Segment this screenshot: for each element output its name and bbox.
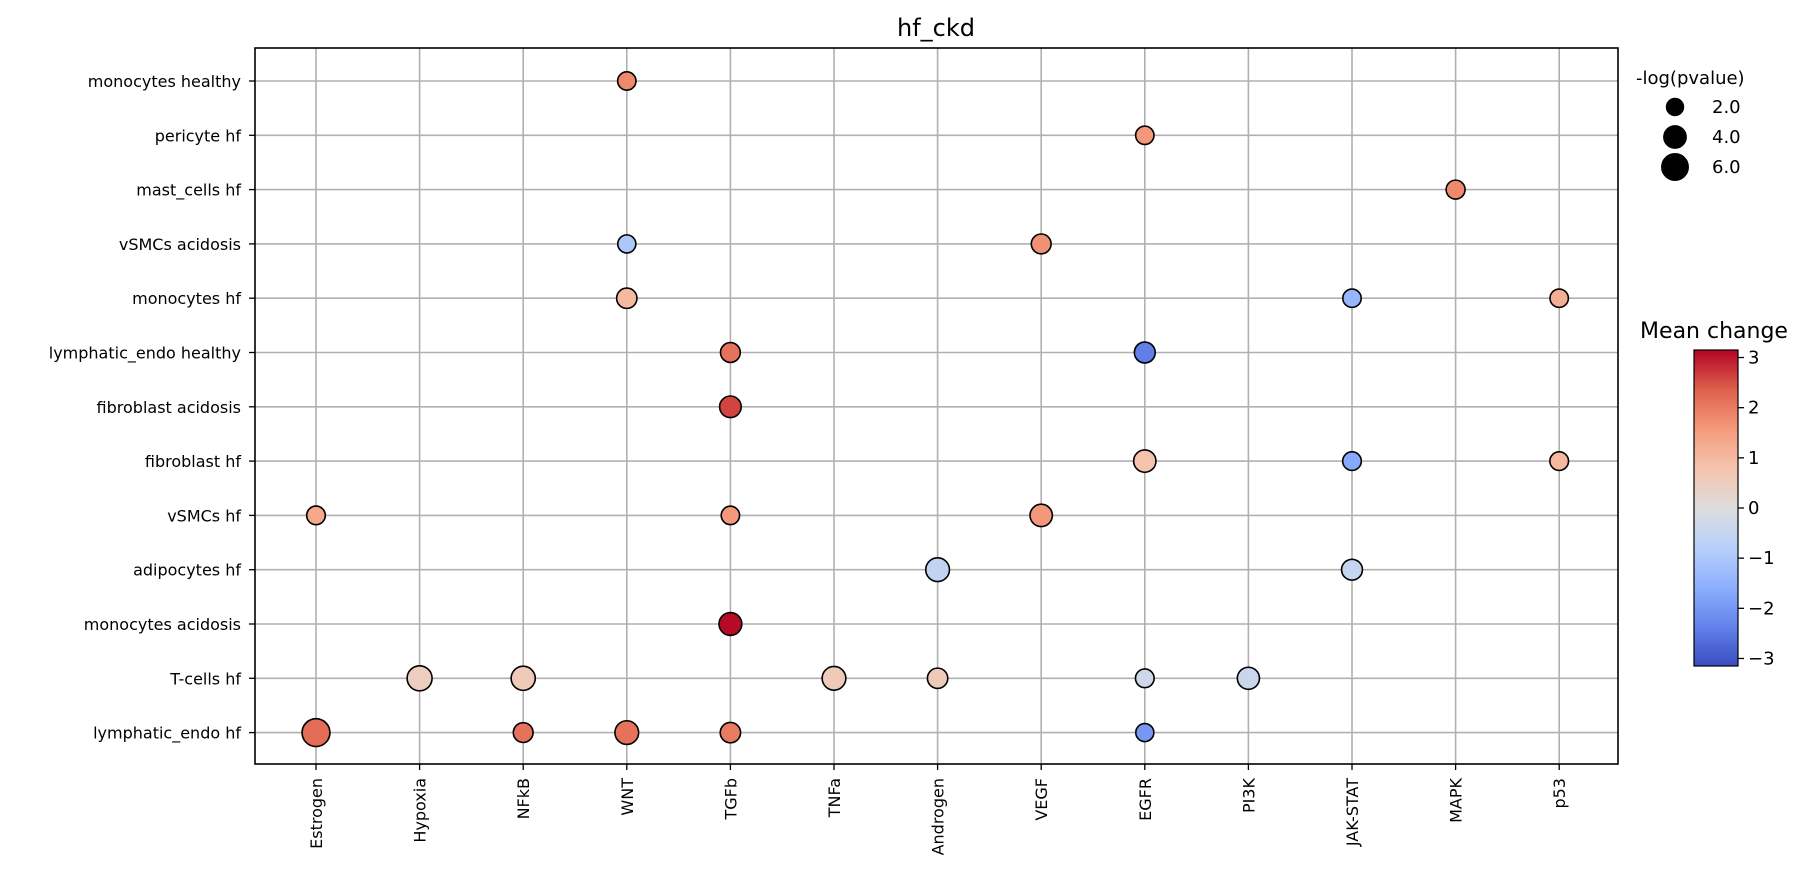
size-legend-label: 4.0 [1712,127,1741,148]
colorbar-title: Mean change [1640,319,1788,344]
data-point [1236,666,1261,691]
data-point [301,717,331,748]
x-tick-label: VEGF [1032,778,1051,821]
y-tick-label: pericyte hf [155,126,242,145]
colorbar-tick-label: −1 [1748,548,1775,569]
colorbar: Mean change 3 2 1 0 −1 −2 −3 [1640,319,1788,669]
data-point [720,505,741,526]
colorbar-tick-label: −3 [1748,648,1775,669]
data-point [1445,179,1466,200]
size-legend-marker [1665,97,1685,117]
y-tick-label: fibroblast acidosis [97,398,241,417]
data-point [718,395,743,419]
y-tick-label: lymphatic_endo hf [93,724,241,744]
data-point [924,557,951,583]
size-legend: -log(pvalue) 2.0 4.0 6.0 [1636,68,1745,181]
x-tick-label: TGFb [721,778,740,821]
y-tick-label: vSMCs acidosis [119,235,241,254]
data-point [510,665,537,692]
x-tick-label: Estrogen [307,778,326,849]
data-point [305,505,327,526]
y-tick-label: mast_cells hf [136,181,241,201]
data-point [1549,450,1570,472]
plot-area-frame [254,47,1619,765]
data-point [1134,668,1155,689]
data-point [1132,449,1157,474]
y-axis-ticks: monocytes healthy pericyte hf mast_cells h… [49,72,255,744]
data-point [1549,288,1570,309]
y-tick-label: monocytes healthy [88,72,241,91]
data-point [719,341,742,364]
x-tick-label: NFkB [514,778,533,819]
x-tick-label: EGFR [1136,778,1155,821]
colorbar-tick-label: 0 [1748,498,1759,519]
x-tick-label: MAPK [1447,777,1466,822]
data-point [1342,288,1362,309]
y-tick-label: lymphatic_endo healthy [49,344,241,364]
x-axis-ticks: Estrogen Hypoxia NFkB WNT TGFb TNFa Androgen VE… [307,764,1569,855]
data-point [1134,125,1155,146]
size-legend-title: -log(pvalue) [1636,68,1745,89]
data-point [1133,341,1157,364]
data-point [926,667,949,690]
x-tick-label: Hypoxia [411,778,430,843]
grid-lines [255,48,1618,764]
x-tick-label: Androgen [929,778,948,855]
y-tick-label: monocytes acidosis [84,615,241,634]
y-tick-label: monocytes hf [132,289,241,308]
colorbar-tick-label: 1 [1748,448,1759,469]
data-point [1029,503,1054,528]
x-tick-label: PI3K [1239,778,1258,814]
data-point [616,71,637,91]
chart-title: hf_ckd [897,14,975,42]
data-point [821,665,847,691]
y-tick-label: adipocytes hf [133,561,241,580]
colorbar-tick-label: 3 [1748,348,1759,369]
x-tick-label: p53 [1550,778,1569,809]
data-point [615,287,638,310]
colorbar-tick-label: −2 [1748,598,1775,619]
data-point [719,721,742,744]
size-legend-label: 2.0 [1712,97,1741,118]
data-point [616,234,637,254]
size-legend-marker [1663,125,1687,149]
data-point [1341,450,1363,472]
x-tick-label: WNT [618,778,637,816]
data-point [406,665,433,692]
y-tick-label: fibroblast hf [145,452,241,471]
y-tick-label: vSMCs hf [167,506,241,525]
data-point [718,611,743,637]
data-point [512,721,534,744]
data-points [301,71,1570,748]
data-point [1340,558,1364,581]
x-tick-label: JAK-STAT [1343,778,1362,847]
data-point [1134,722,1155,743]
colorbar-gradient [1693,349,1739,667]
x-tick-label: TNFa [825,778,844,818]
colorbar-tick-label: 2 [1748,398,1759,419]
size-legend-label: 6.0 [1712,157,1741,178]
data-point [1030,233,1052,255]
y-tick-label: T-cells hf [169,669,241,688]
size-legend-marker [1661,153,1689,181]
data-point [614,719,640,746]
